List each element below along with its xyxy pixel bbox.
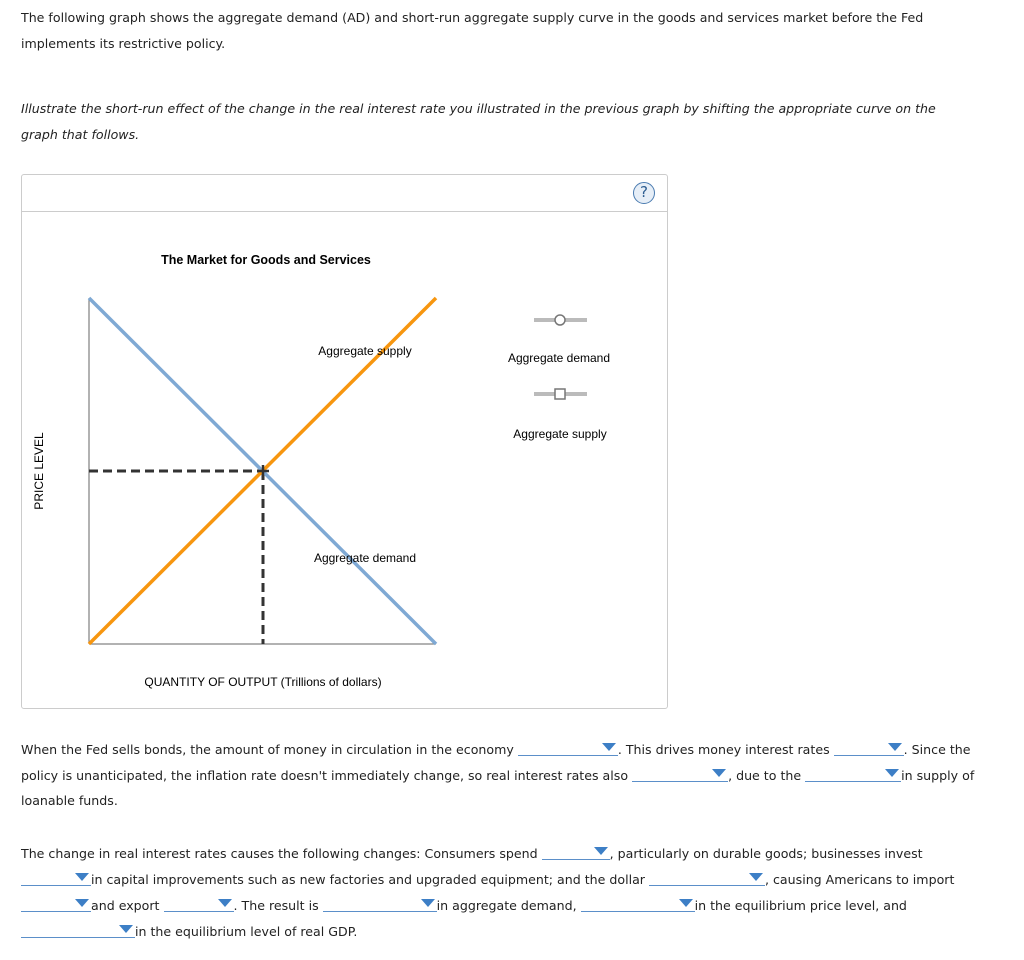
loanable-funds-change-dropdown[interactable] [805,767,902,782]
text: and export [91,898,160,913]
instruction-text: graph that follows. [21,127,140,142]
text: , causing Americans to import [765,872,955,887]
graph-svg: The Market for Goods and Services PRICE … [32,253,610,689]
real-interest-rates-dropdown[interactable] [632,767,729,782]
text: The change in real interest rates causes… [21,846,538,861]
businesses-invest-dropdown[interactable] [21,871,91,886]
money-interest-rates-dropdown[interactable] [833,741,904,756]
circle-marker-icon [554,314,566,326]
text: . This drives money interest rates [617,742,830,757]
x-axis-label: QUANTITY OF OUTPUT (Trillions of dollars… [144,675,381,689]
text: . Since the [903,742,971,757]
dollar-dropdown[interactable] [649,871,765,886]
intro-text: The following graph shows the aggregate … [21,10,924,25]
intro-text: implements its restrictive policy. [21,36,226,51]
as-curve-label: Aggregate supply [318,344,411,358]
aggregate-demand-dropdown[interactable] [322,897,437,912]
consumers-spend-dropdown[interactable] [541,845,610,860]
square-marker-icon [554,388,566,400]
price-level-dropdown[interactable] [580,897,695,912]
ad-curve-label: Aggregate demand [314,551,416,565]
export-dropdown[interactable] [163,897,234,912]
chart-title: The Market for Goods and Services [161,253,371,267]
import-dropdown[interactable] [21,897,91,912]
graph-panel: ? The Market for Goods and Services PRIC… [21,174,668,709]
money-circulation-dropdown[interactable] [517,741,618,756]
text: in capital improvements such as new fact… [91,872,645,887]
legend-as-label: Aggregate supply [513,427,606,441]
legend-ad-label: Aggregate demand [508,351,610,365]
real-gdp-dropdown[interactable] [21,923,135,938]
text: . The result is [233,898,319,913]
legend-ad-tool[interactable]: Aggregate demand [508,314,610,365]
equilibrium-marker [257,465,269,477]
panel-divider [22,211,667,212]
text: policy is unanticipated, the inflation r… [21,768,629,783]
instruction-text: Illustrate the short-run effect of the c… [21,101,936,116]
text: in the equilibrium price level, and [694,898,907,913]
text: loanable funds. [21,793,118,808]
help-icon[interactable]: ? [633,182,655,204]
text: in supply of [901,768,975,783]
y-axis-label: PRICE LEVEL [32,432,46,510]
text: , particularly on durable goods; busines… [609,846,923,861]
text: When the Fed sells bonds, the amount of … [21,742,514,757]
text: , due to the [728,768,802,783]
text: in aggregate demand, [436,898,577,913]
legend-as-tool[interactable]: Aggregate supply [513,388,607,441]
text: in the equilibrium level of real GDP. [135,924,358,939]
